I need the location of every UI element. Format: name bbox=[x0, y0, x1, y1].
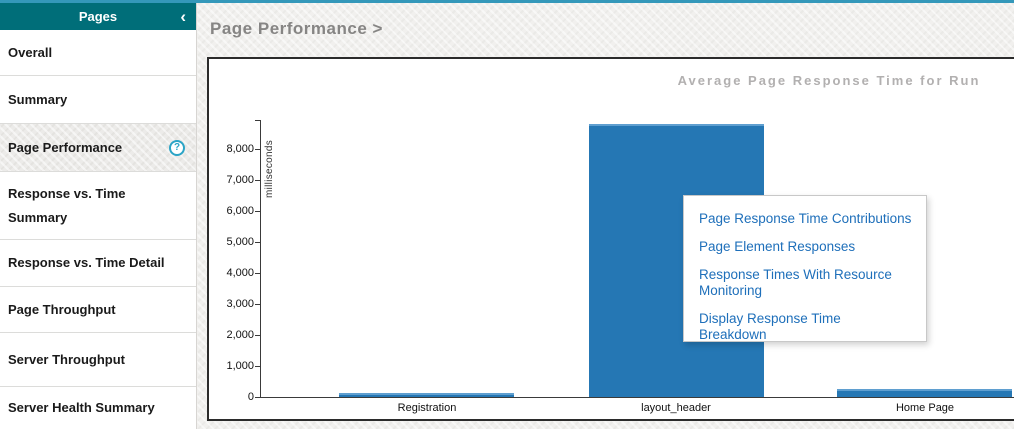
y-tick-mark bbox=[255, 242, 260, 243]
sidebar-item-label: Page Throughput bbox=[8, 301, 116, 317]
sidebar-item-label: Server Health Summary bbox=[8, 400, 155, 415]
y-tick-mark bbox=[255, 304, 260, 305]
help-icon[interactable]: ? bbox=[169, 139, 185, 156]
y-tick-mark bbox=[255, 149, 260, 150]
y-tick-label: 5,000 bbox=[226, 236, 254, 248]
menu-item-page-response-time-contributions[interactable]: Page Response Time Contributions bbox=[699, 211, 912, 226]
y-tick-label: 7,000 bbox=[226, 174, 254, 186]
sidebar-item-summary[interactable]: Summary bbox=[0, 76, 196, 124]
x-tick-label: Home Page bbox=[895, 402, 955, 414]
x-tick-label: Registration bbox=[397, 402, 457, 414]
sidebar-item-label: Server Throughput bbox=[8, 351, 126, 367]
bar-Home Page[interactable] bbox=[837, 389, 1012, 397]
sidebar-item-label: Summary bbox=[8, 91, 68, 107]
collapse-sidebar-icon[interactable]: ‹ bbox=[180, 6, 186, 26]
y-tick-label: 3,000 bbox=[226, 298, 254, 310]
sidebar-title: Pages bbox=[78, 9, 118, 24]
sidebar-item-label: Page Performance bbox=[8, 139, 123, 155]
sidebar-item-page-performance[interactable]: Page Performance ? bbox=[0, 124, 196, 172]
y-tick-mark bbox=[255, 211, 260, 212]
menu-item-response-times-with-resource-monitoring[interactable]: Response Times With Resource Monitoring bbox=[699, 267, 892, 298]
y-tick-label: 0 bbox=[247, 391, 254, 403]
sidebar-item-label: Overall bbox=[8, 44, 53, 60]
y-tick-mark bbox=[255, 273, 260, 274]
menu-item-display-response-time-breakdown[interactable]: Display Response Time Breakdown bbox=[699, 311, 841, 342]
y-axis-top-tick bbox=[255, 120, 261, 121]
x-tick-label: layout_header bbox=[641, 402, 711, 414]
y-tick-label: 4,000 bbox=[226, 267, 254, 279]
sidebar-item-server-health-summary[interactable]: Server Health Summary bbox=[0, 387, 196, 429]
y-axis-line bbox=[260, 120, 261, 397]
sidebar-item-server-throughput[interactable]: Server Throughput bbox=[0, 333, 196, 387]
sidebar: Pages ‹ Overall Summary Page Performance… bbox=[0, 3, 197, 429]
breadcrumb: Page Performance > bbox=[210, 19, 383, 38]
y-tick-mark bbox=[255, 335, 260, 336]
context-menu-popup: Page Response Time Contributions Page El… bbox=[683, 195, 927, 342]
y-tick-mark bbox=[255, 366, 260, 367]
x-axis-line bbox=[260, 397, 1014, 398]
chart-title: Average Page Response Time for Run bbox=[677, 73, 981, 88]
menu-item-page-element-responses[interactable]: Page Element Responses bbox=[699, 239, 856, 254]
sidebar-item-label: Response vs. Time Detail bbox=[8, 255, 165, 270]
y-tick-label: 2,000 bbox=[226, 329, 254, 341]
sidebar-item-response-vs-time-summary[interactable]: Response vs. Time Summary bbox=[0, 172, 196, 240]
y-tick-label: 1,000 bbox=[226, 360, 254, 372]
sidebar-item-label: Response vs. Time Summary bbox=[8, 185, 126, 225]
sidebar-item-page-throughput[interactable]: Page Throughput bbox=[0, 287, 196, 333]
y-tick-label: 8,000 bbox=[226, 143, 254, 155]
bar-Registration[interactable] bbox=[339, 393, 514, 397]
y-tick-label: 6,000 bbox=[226, 205, 254, 217]
bar-chart-panel: Average Page Response Time for Run milli… bbox=[207, 57, 1014, 421]
sidebar-header: Pages ‹ bbox=[0, 3, 196, 30]
sidebar-item-overall[interactable]: Overall bbox=[0, 30, 196, 76]
y-tick-mark bbox=[255, 397, 260, 398]
y-axis-label: milliseconds bbox=[264, 139, 275, 198]
sidebar-item-response-vs-time-detail[interactable]: Response vs. Time Detail bbox=[0, 240, 196, 287]
top-accent-strip bbox=[0, 0, 1014, 3]
y-tick-mark bbox=[255, 180, 260, 181]
